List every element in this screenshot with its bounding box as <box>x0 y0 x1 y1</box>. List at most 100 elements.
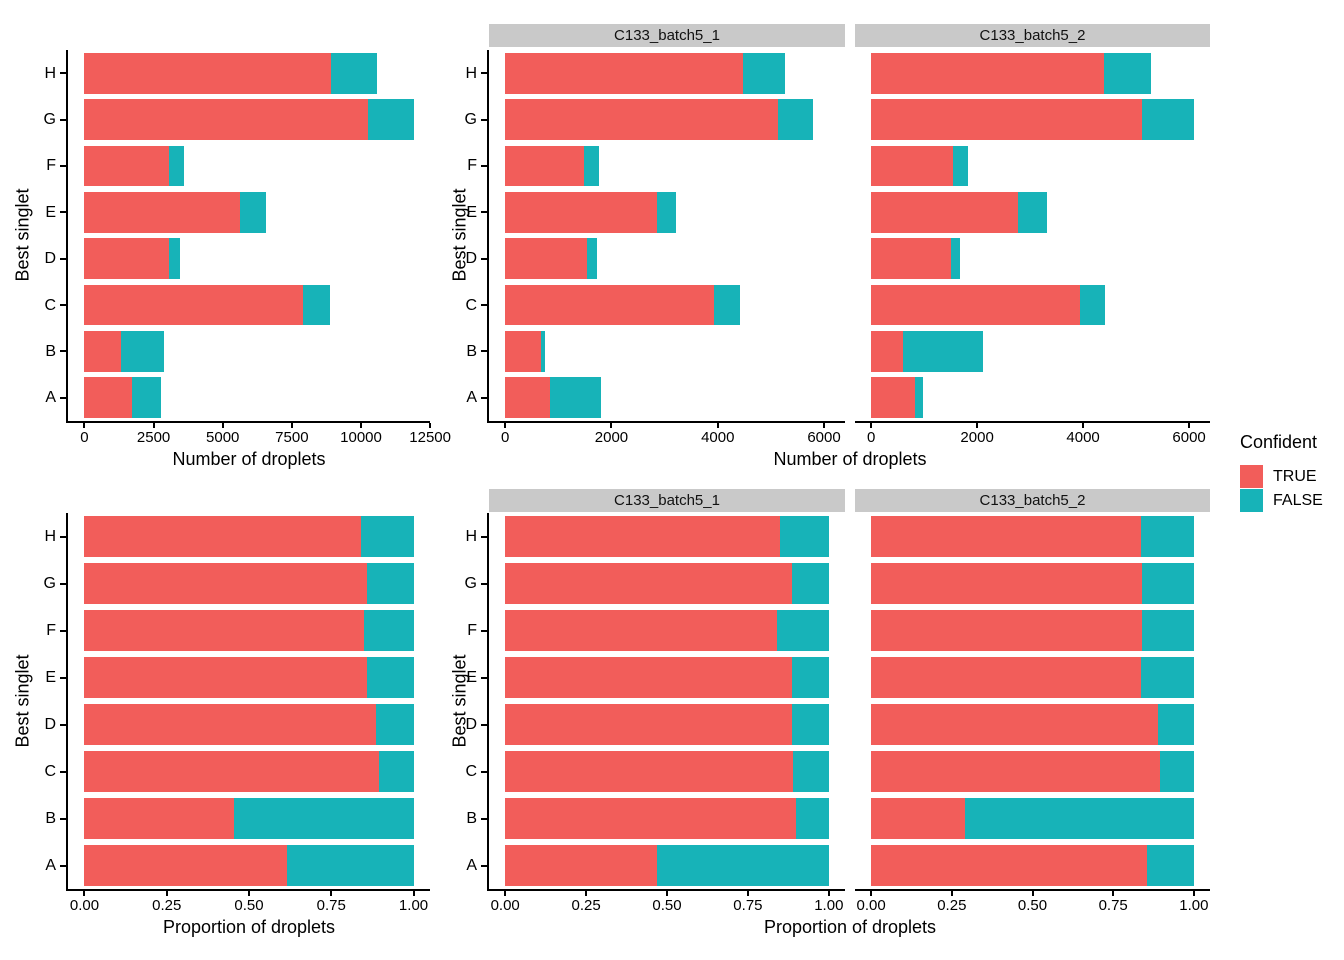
y-tick <box>481 164 487 167</box>
bar-segment-false-prop-batch2-A <box>1147 844 1194 887</box>
bar-segment-true-counts-batch2-F <box>871 145 953 187</box>
y-tick-label: F <box>467 622 477 639</box>
x-axis-title-prop-facets: Proportion of droplets <box>763 917 937 937</box>
y-tick <box>481 257 487 260</box>
y-tick-label: H <box>465 528 477 545</box>
x-tick-label: 0.75 <box>1098 897 1128 914</box>
bar-segment-true-counts-combined-E <box>84 191 241 233</box>
y-tick-label: C <box>44 296 56 314</box>
bar-segment-true-counts-combined-B <box>84 331 121 372</box>
bar-segment-false-counts-batch1-B <box>541 331 546 372</box>
bar-segment-true-counts-batch1-D <box>505 238 587 280</box>
x-tick-label: 10000 <box>340 429 382 446</box>
x-tick-label: 7500 <box>275 429 309 446</box>
bar-segment-false-counts-batch1-A <box>550 377 601 419</box>
x-tick-label: 0.00 <box>490 897 520 914</box>
bar-segment-true-prop-batch2-G <box>871 562 1143 605</box>
bar-segment-false-prop-combined-D <box>375 703 414 746</box>
y-tick <box>60 723 66 726</box>
y-tick-label: E <box>466 203 477 221</box>
legend-item-false: FALSE <box>1240 489 1323 512</box>
y-tick <box>60 257 66 260</box>
bar-segment-false-counts-batch1-D <box>587 238 598 280</box>
x-tick-label: 0.75 <box>733 897 763 914</box>
bar-segment-true-prop-combined-B <box>84 797 235 840</box>
x-tick <box>152 423 155 428</box>
y-tick <box>481 723 487 726</box>
bar-segment-true-counts-batch2-B <box>871 331 904 372</box>
y-tick-label: G <box>464 111 477 129</box>
facet-strip-prop-batch1: C133_batch5_1 <box>489 489 845 512</box>
y-axis-line <box>66 50 68 423</box>
bar-segment-true-counts-combined-F <box>84 145 169 187</box>
x-tick <box>827 891 830 896</box>
bar-segment-false-counts-batch1-G <box>777 99 814 140</box>
x-tick <box>504 891 507 896</box>
x-tick-label: 0.00 <box>69 897 100 914</box>
x-tick <box>504 423 507 428</box>
bar-segment-true-prop-batch1-D <box>505 703 792 746</box>
bar-segment-true-prop-combined-A <box>84 844 287 887</box>
facet-strip-counts-batch2: C133_batch5_2 <box>855 24 1210 47</box>
x-axis-title-counts-combined: Number of droplets <box>172 449 326 469</box>
bar-segment-false-prop-batch2-H <box>1140 515 1194 558</box>
x-tick-label: 0 <box>866 429 876 446</box>
x-tick <box>716 423 719 428</box>
bar-segment-true-counts-batch1-H <box>505 52 744 94</box>
y-tick-label: B <box>45 810 56 827</box>
x-tick <box>1192 891 1195 896</box>
x-tick-label: 0.25 <box>937 897 967 914</box>
y-tick <box>60 629 66 632</box>
x-tick <box>870 423 873 428</box>
y-tick-label: B <box>45 342 56 360</box>
y-tick <box>60 535 66 538</box>
x-tick <box>221 423 224 428</box>
bar-segment-false-counts-batch1-C <box>713 284 740 326</box>
x-tick <box>870 891 873 896</box>
x-axis-line <box>66 421 430 423</box>
y-tick <box>60 211 66 214</box>
x-tick-label: 2000 <box>960 429 994 446</box>
bar-segment-false-prop-combined-C <box>378 750 414 793</box>
y-tick <box>481 350 487 353</box>
y-tick-label: G <box>464 575 477 592</box>
x-tick-label: 6000 <box>807 429 841 446</box>
bar-segment-false-counts-batch2-A <box>915 377 923 419</box>
bar-segment-false-prop-batch1-E <box>791 656 829 699</box>
bar-segment-true-counts-batch1-C <box>505 284 714 326</box>
bar-segment-true-counts-batch1-G <box>505 99 778 140</box>
bar-segment-false-prop-batch1-C <box>793 750 829 793</box>
bar-segment-true-prop-batch1-C <box>505 750 794 793</box>
y-tick-label: G <box>43 111 56 129</box>
x-tick-label: 0.75 <box>316 897 346 914</box>
bar-segment-true-prop-batch1-F <box>505 609 778 652</box>
x-tick <box>585 891 588 896</box>
x-tick-label: 4000 <box>701 429 735 446</box>
bar-segment-false-counts-batch2-B <box>903 331 984 372</box>
x-tick-label: 0 <box>501 429 510 446</box>
x-tick <box>165 891 168 896</box>
facet-strip-prop-batch2: C133_batch5_2 <box>855 489 1210 512</box>
bar-segment-true-prop-batch2-H <box>871 515 1141 558</box>
x-tick-label: 6000 <box>1172 429 1206 446</box>
bar-segment-false-counts-combined-H <box>330 52 377 94</box>
y-axis-line <box>487 50 489 423</box>
x-tick <box>248 891 250 896</box>
bar-segment-true-prop-batch2-F <box>871 609 1143 652</box>
y-tick-label: C <box>44 763 56 780</box>
x-tick-label: 0.00 <box>856 897 886 914</box>
x-tick <box>1031 891 1034 896</box>
y-tick <box>481 629 487 632</box>
y-tick <box>60 118 66 121</box>
y-tick-label: H <box>465 64 477 82</box>
x-tick <box>666 891 668 896</box>
y-tick-label: F <box>467 157 477 175</box>
bar-segment-false-counts-batch1-E <box>656 191 677 233</box>
legend-swatch-true-icon <box>1240 465 1263 488</box>
bar-segment-true-prop-batch2-B <box>871 797 965 840</box>
bar-segment-false-counts-batch1-F <box>584 145 600 187</box>
bar-segment-false-counts-combined-B <box>120 331 164 372</box>
y-tick <box>60 582 66 585</box>
bar-segment-false-prop-batch1-D <box>791 703 829 746</box>
